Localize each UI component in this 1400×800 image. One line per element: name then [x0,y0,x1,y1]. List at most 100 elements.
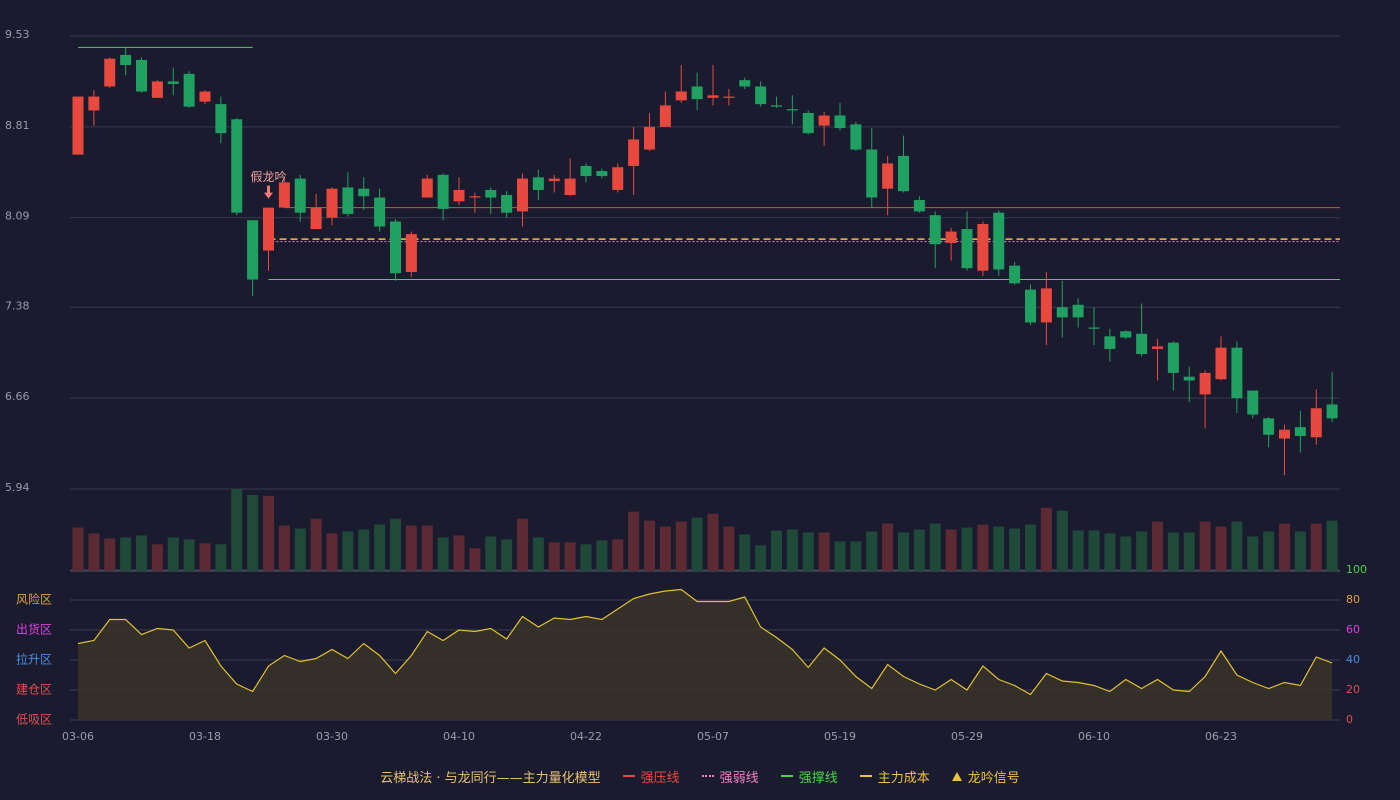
x-tick-label: 05-19 [824,730,856,743]
candle-body [437,174,449,209]
candle-body [151,81,163,98]
legend-symbol [622,775,635,777]
volume-bar [453,535,465,571]
volume-bar [104,538,116,571]
candle-body [1294,427,1306,437]
legend-symbol [859,775,872,777]
volume-bar [913,529,925,571]
candle-body [644,126,655,150]
candle-body [1215,347,1227,380]
candle-body [1183,376,1195,381]
candle-body [421,178,433,198]
volume-bar [644,520,655,571]
volume-bar [771,530,782,571]
x-tick-label: 03-30 [316,730,348,743]
x-tick-label: 03-06 [62,730,94,743]
legend-symbol [780,775,793,777]
candle-body [1199,372,1211,395]
volume-bar [231,489,243,571]
candle-body [771,105,782,107]
zone-label: 低吸区 [16,713,52,727]
candle-body [1263,418,1275,435]
zone-label: 出货区 [16,622,52,637]
candle-body [961,229,973,269]
candle-body [1152,346,1163,349]
volume-bar [72,527,84,571]
candle-body [1104,336,1116,349]
zone-label: 建仓区 [16,683,52,697]
candle-body [342,187,354,214]
candle-body [882,163,894,189]
indicator-area [78,589,1333,720]
volume-bar [739,534,751,571]
volume-bar [723,526,735,571]
candle-body [469,196,481,198]
candle-body [659,105,671,127]
volume-bar [850,541,862,571]
volume-bar [1294,531,1306,571]
volume-bar [151,544,163,571]
y2-tick-label: 20 [1346,683,1360,696]
candle-body [278,182,290,208]
volume-bar [1326,520,1338,571]
y2-tick-label: 40 [1346,653,1360,666]
candle-body [199,91,211,102]
volume-bar [310,518,322,571]
candle-body [1310,408,1322,438]
legend-label: 强撑线 [798,770,838,786]
volume-bar [167,537,179,571]
candle-body [802,112,814,134]
volume-bar [1263,531,1275,571]
signal-label: 假龙吟 [250,169,286,184]
volume-bar [929,523,941,571]
volume-bar [1215,526,1227,571]
candle-body [612,167,624,190]
candle-body [263,207,274,251]
candle-body [183,73,195,107]
candle-body [993,212,1005,270]
volume-bar [88,533,100,571]
volume-bar [183,539,195,571]
legend-item: 强弱线 [701,767,759,786]
candle-body [834,115,846,129]
volume-bar [342,531,354,571]
y-tick-label: 9.53 [5,28,30,41]
candle-body [231,119,243,213]
volume-bar [1183,532,1195,571]
candle-body [374,197,386,227]
volume-bar [1279,523,1290,571]
candle-body [707,95,719,98]
volume-bar [1136,531,1148,571]
candle-body [580,165,592,177]
legend-item: 强撑线 [780,767,838,786]
legend-label: 龙吟信号 [967,770,1020,786]
volume-bar [834,541,846,571]
candle-body [1231,347,1243,399]
volume-bar [1025,524,1036,571]
candle-body [1247,390,1259,415]
candle-body [1326,404,1338,419]
zone-label: 风险区 [16,592,52,607]
volume-bar [1247,536,1259,571]
candle-body [945,231,957,243]
legend-label: 主力成本 [877,770,930,786]
volume-bar [628,511,640,571]
legend-symbol [701,775,714,777]
candle-body [548,178,560,182]
y-tick-label: 7.38 [5,299,30,312]
candle-body [628,139,640,166]
candle-body [1072,304,1084,318]
volume-bar [278,525,290,571]
chart: 9.53 8.81 8.09 7.38 6.66 5.94 0 20 40 60 80 100 风险区出… [5,28,1367,743]
volume-bar [882,523,894,571]
y-tick-label: 8.81 [5,119,30,132]
volume-bar [612,539,624,571]
legend-item: 龙吟信号 [951,767,1020,786]
volume-bar [120,537,132,571]
volume-bar [199,543,211,571]
candle-body [485,189,497,198]
candle-body [1120,331,1132,338]
candle-body [136,59,147,92]
legend-label: 强压线 [640,770,680,786]
candle-body [818,115,830,126]
